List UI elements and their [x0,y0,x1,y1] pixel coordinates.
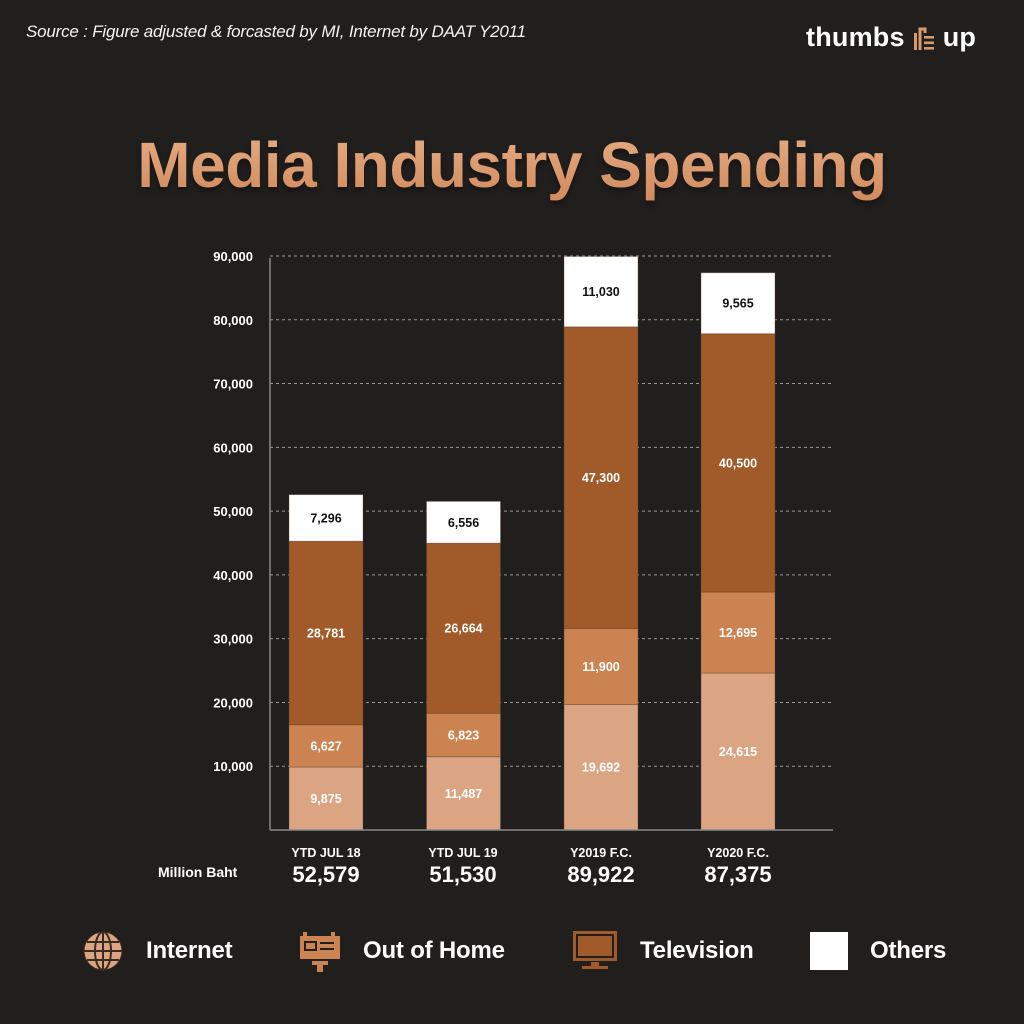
data-label: 7,296 [310,511,341,525]
unit-label: Million Baht [158,864,238,880]
bar-segment-others [426,500,501,544]
y-tick-label: 90,000 [213,249,253,264]
category-label: YTD JUL 18 [291,846,361,860]
category-label: Y2020 F.C. [707,846,769,860]
data-label: 40,500 [719,456,757,470]
data-label: 6,823 [448,728,479,742]
bar-stack: 9,875 6,627 28,781 7,296 [288,494,364,831]
globe-icon [83,931,123,971]
square-icon [810,932,848,970]
bar-segment-internet [563,704,639,831]
data-label: 19,692 [582,761,620,775]
bar-segment-out-of-home [426,712,501,758]
y-tick-label: 20,000 [213,695,253,710]
brand-logo: thumbs up [806,22,976,53]
bars: 9,875 6,627 28,781 7,296 11,487 6,823 26,664 6,… [288,256,776,831]
data-label: 28,781 [307,626,345,640]
bar-stack: 19,692 11,900 47,300 11,030 [563,256,639,831]
y-tick-label: 30,000 [213,632,253,647]
bar-segment-television [700,333,776,593]
logo-text-right: up [942,22,977,52]
data-label: 11,487 [445,787,483,801]
total-label: 52,579 [292,862,360,887]
y-axis-ticks: 10,000 20,000 30,000 40,000 50,000 60,000 70,0… [213,249,253,774]
legend-label: Television [640,937,754,964]
data-label: 26,664 [444,622,482,636]
legend-item-others: Others [810,930,946,972]
y-tick-label: 80,000 [213,313,253,328]
data-label: 9,565 [722,297,753,311]
bar-segment-out-of-home [288,724,364,768]
bar-segment-others [288,494,364,542]
y-tick-label: 10,000 [213,759,253,774]
y-tick-label: 50,000 [213,504,253,519]
title-shadow: Media Industry Spending [0,132,1024,206]
bar-stack: 11,487 6,823 26,664 6,556 [426,500,501,831]
total-label: 89,922 [567,862,635,887]
television-icon [573,931,617,969]
category-label: YTD JUL 19 [428,846,498,860]
bar-segment-others [700,272,776,335]
bar-segment-television [288,540,364,726]
data-label: 47,300 [582,471,620,485]
bar-segment-out-of-home [700,591,776,674]
source-note: Source : Figure adjusted & forcasted by … [26,22,526,41]
legend-label: Out of Home [363,937,505,964]
data-label: 11,900 [582,660,620,674]
category-label: Y2019 F.C. [570,846,632,860]
y-tick-label: 40,000 [213,568,253,583]
billboard-icon [300,932,340,972]
bar-stack: 24,615 12,695 40,500 9,565 [700,272,776,831]
bar-segment-internet [426,756,501,831]
thumbs-up-icon [913,27,934,50]
bar-segment-others [563,256,639,328]
legend-label: Others [870,937,947,964]
y-tick-label: 60,000 [213,440,253,455]
bar-segment-television [426,542,501,714]
bar-segment-internet [288,766,364,831]
legend-item-out-of-home: Out of Home [299,930,505,972]
data-label: 6,627 [310,739,341,753]
bar-segment-television [563,326,639,629]
data-label: 12,695 [719,626,757,640]
data-label: 9,875 [310,792,341,806]
data-label: 24,615 [719,745,757,759]
data-label: 11,030 [582,285,620,299]
bar-segment-internet [700,672,776,831]
logo-text-left: thumbs [806,22,905,52]
total-label: 87,375 [704,862,772,887]
total-label: 51,530 [429,862,497,887]
legend-item-internet: Internet [82,930,233,972]
legend-item-television: Television [572,930,754,972]
legend-label: Internet [146,937,233,964]
data-label: 6,556 [448,516,479,530]
chart-title: Media Industry Spending [0,128,1024,202]
y-tick-label: 70,000 [213,377,253,392]
